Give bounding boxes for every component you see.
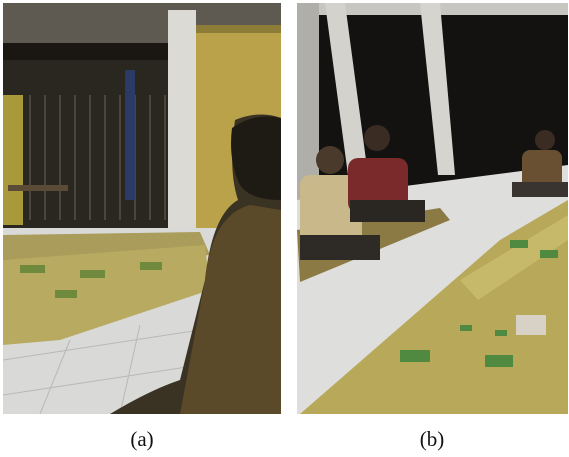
caption: (a) — [130, 427, 153, 451]
photo-a — [3, 3, 281, 414]
caption: (b) — [420, 427, 445, 451]
photo-b — [297, 3, 568, 414]
